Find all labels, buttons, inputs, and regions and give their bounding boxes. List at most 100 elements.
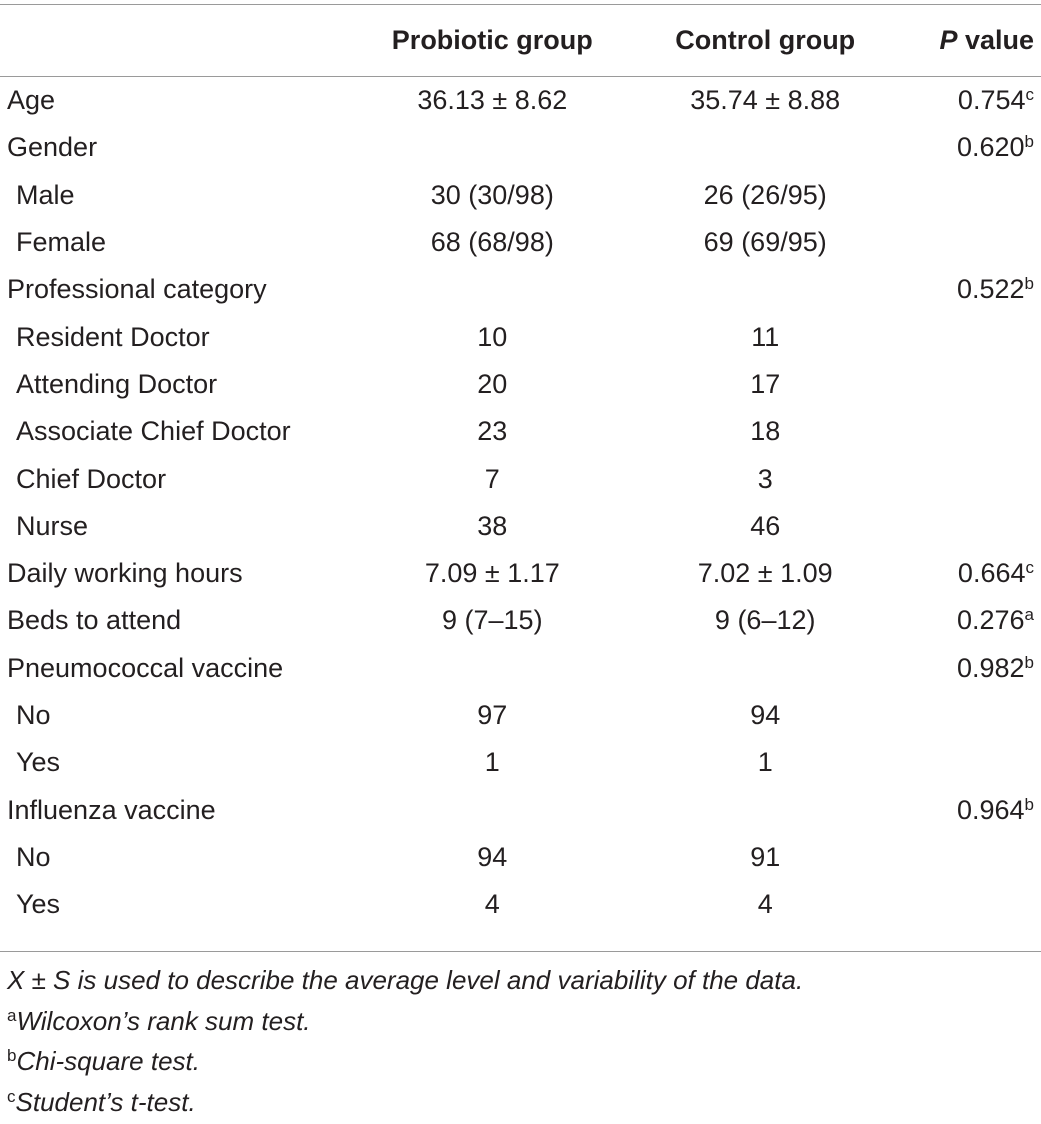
footnote-mark: a bbox=[7, 1006, 16, 1025]
probiotic-value: 10 bbox=[360, 313, 625, 360]
control-value: 46 bbox=[625, 503, 906, 550]
data-table: Probiotic group Control group P value Ag… bbox=[0, 4, 1041, 928]
p-value-footnote-mark: b bbox=[1025, 653, 1034, 672]
p-value bbox=[906, 881, 1041, 928]
p-value-number: 0.754 bbox=[958, 85, 1026, 115]
probiotic-value: 68 (68/98) bbox=[360, 219, 625, 266]
p-value: 0.522b bbox=[906, 266, 1041, 313]
table-row: Pneumococcal vaccine 0.982b bbox=[0, 645, 1041, 692]
header-p-rest: value bbox=[957, 25, 1034, 55]
control-value: 4 bbox=[625, 881, 906, 928]
p-value: 0.620b bbox=[906, 124, 1041, 171]
header-control-group: Control group bbox=[625, 4, 906, 77]
control-value: 7.02 ± 1.09 bbox=[625, 550, 906, 597]
control-value: 17 bbox=[625, 361, 906, 408]
row-label: Male bbox=[0, 172, 360, 219]
p-value bbox=[906, 219, 1041, 266]
control-value: 91 bbox=[625, 834, 906, 881]
footnote-text: Wilcoxon’s rank sum test. bbox=[16, 1006, 310, 1036]
probiotic-value: 94 bbox=[360, 834, 625, 881]
row-label: Chief Doctor bbox=[0, 455, 360, 502]
probiotic-value: 1 bbox=[360, 739, 625, 786]
row-label: Associate Chief Doctor bbox=[0, 408, 360, 455]
row-label: Age bbox=[0, 77, 360, 124]
header-label bbox=[0, 4, 360, 77]
footnote-mark: c bbox=[7, 1087, 16, 1106]
header-p-value: P value bbox=[906, 4, 1041, 77]
p-value-number: 0.276 bbox=[957, 605, 1025, 635]
footnote: bChi-square test. bbox=[7, 1043, 803, 1084]
row-label: Daily working hours bbox=[0, 550, 360, 597]
control-value: 11 bbox=[625, 313, 906, 360]
row-label: Female bbox=[0, 219, 360, 266]
table-row: Gender 0.620b bbox=[0, 124, 1041, 171]
p-value: 0.276a bbox=[906, 597, 1041, 644]
control-value: 18 bbox=[625, 408, 906, 455]
p-value-number: 0.522 bbox=[957, 274, 1025, 304]
probiotic-value bbox=[360, 266, 625, 313]
row-label: Pneumococcal vaccine bbox=[0, 645, 360, 692]
p-value: 0.754c bbox=[906, 77, 1041, 124]
probiotic-value: 20 bbox=[360, 361, 625, 408]
row-label: Yes bbox=[0, 739, 360, 786]
header-probiotic-group: Probiotic group bbox=[360, 4, 625, 77]
probiotic-value: 36.13 ± 8.62 bbox=[360, 77, 625, 124]
table-bottom-rule bbox=[0, 951, 1041, 952]
control-value: 35.74 ± 8.88 bbox=[625, 77, 906, 124]
control-value: 3 bbox=[625, 455, 906, 502]
probiotic-value bbox=[360, 124, 625, 171]
row-label: No bbox=[0, 834, 360, 881]
p-value-footnote-mark: c bbox=[1026, 558, 1035, 577]
p-value-footnote-mark: c bbox=[1026, 85, 1035, 104]
footnote-text: Chi-square test. bbox=[16, 1046, 200, 1076]
p-value bbox=[906, 313, 1041, 360]
p-value bbox=[906, 834, 1041, 881]
footnote-mark: b bbox=[7, 1046, 16, 1065]
p-value bbox=[906, 361, 1041, 408]
probiotic-value: 38 bbox=[360, 503, 625, 550]
table-footnotes: X ± S is used to describe the average le… bbox=[7, 962, 803, 1124]
control-value: 1 bbox=[625, 739, 906, 786]
footnote: X ± S is used to describe the average le… bbox=[7, 962, 803, 1003]
header-row: Probiotic group Control group P value bbox=[0, 4, 1041, 77]
control-value: 69 (69/95) bbox=[625, 219, 906, 266]
row-label: Gender bbox=[0, 124, 360, 171]
probiotic-value: 30 (30/98) bbox=[360, 172, 625, 219]
footnote-text: X ± S is used to describe the average le… bbox=[7, 965, 803, 995]
p-value-footnote-mark: b bbox=[1025, 274, 1034, 293]
p-value bbox=[906, 692, 1041, 739]
row-label: Nurse bbox=[0, 503, 360, 550]
control-value: 94 bbox=[625, 692, 906, 739]
control-value: 9 (6–12) bbox=[625, 597, 906, 644]
probiotic-value: 7.09 ± 1.17 bbox=[360, 550, 625, 597]
header-p-italic: P bbox=[939, 25, 957, 55]
p-value-number: 0.664 bbox=[958, 558, 1026, 588]
row-label: No bbox=[0, 692, 360, 739]
row-label: Yes bbox=[0, 881, 360, 928]
probiotic-value bbox=[360, 645, 625, 692]
probiotic-value: 7 bbox=[360, 455, 625, 502]
control-value bbox=[625, 266, 906, 313]
p-value-number: 0.982 bbox=[957, 653, 1025, 683]
p-value: 0.664c bbox=[906, 550, 1041, 597]
footnote-text: Student’s t-test. bbox=[16, 1087, 196, 1117]
p-value bbox=[906, 739, 1041, 786]
p-value-number: 0.620 bbox=[957, 132, 1025, 162]
p-value-footnote-mark: b bbox=[1025, 132, 1034, 151]
row-label: Attending Doctor bbox=[0, 361, 360, 408]
